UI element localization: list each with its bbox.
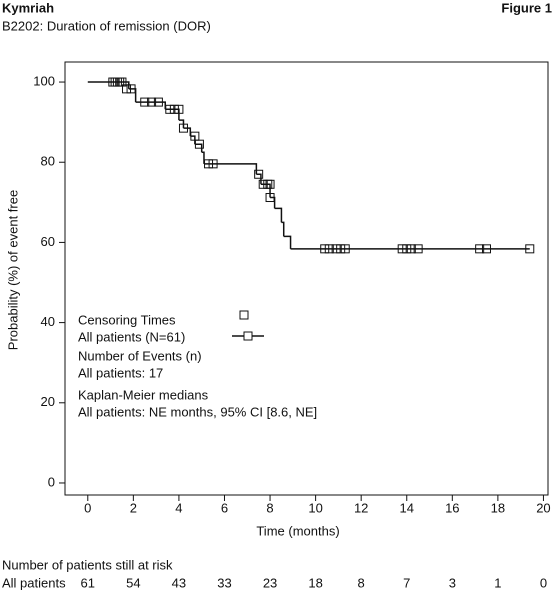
km-step: [203, 163, 258, 175]
censor-mark: [165, 104, 175, 114]
risk-value: 43: [172, 575, 186, 590]
x-axis-label: Time (months): [256, 523, 339, 538]
censor-mark: [340, 244, 350, 254]
censor-mark: [117, 77, 127, 87]
censor-mark: [402, 244, 412, 254]
km-step: [178, 119, 185, 129]
censor-mark: [194, 139, 204, 149]
x-tick-label: 8: [266, 500, 273, 515]
legend-censor-symbol: [239, 310, 249, 320]
x-tick-label: 14: [400, 500, 414, 515]
censor-mark: [178, 123, 188, 133]
km-step: [135, 101, 166, 110]
censor-mark: [122, 84, 132, 94]
annotation: All patients: 17: [78, 365, 163, 380]
x-tick-label: 12: [354, 500, 368, 515]
x-tick-label: 10: [308, 500, 322, 515]
risk-value: 18: [308, 575, 322, 590]
annotation: Number of Events (n): [78, 348, 202, 363]
censor-mark: [525, 244, 535, 254]
km-step: [183, 127, 192, 137]
censor-mark: [208, 159, 218, 169]
risk-value: 61: [81, 575, 95, 590]
y-tick-label: 40: [41, 314, 55, 329]
risk-value: 54: [126, 575, 140, 590]
risk-value: 8: [358, 575, 365, 590]
risk-value: 33: [217, 575, 231, 590]
censor-mark: [475, 244, 485, 254]
km-step: [260, 183, 271, 198]
censor-mark: [265, 179, 275, 189]
x-tick-label: 0: [84, 500, 91, 515]
y-axis-label: Probability (%) of event free: [5, 190, 20, 350]
km-step: [274, 207, 283, 223]
censor-mark: [331, 244, 341, 254]
risk-value: 1: [494, 575, 501, 590]
x-tick-label: 6: [221, 500, 228, 515]
censor-mark: [147, 97, 157, 107]
censor-mark: [126, 84, 136, 94]
censor-mark: [169, 104, 179, 114]
x-tick-label: 20: [536, 500, 550, 515]
risk-value: 0: [540, 575, 547, 590]
km-step: [256, 173, 262, 185]
y-tick-label: 20: [41, 394, 55, 409]
censor-mark: [153, 97, 163, 107]
header-title: Kymriah: [2, 0, 54, 15]
risk-value: 7: [403, 575, 410, 590]
km-step: [285, 235, 292, 249]
x-tick-label: 2: [130, 500, 137, 515]
censor-mark: [413, 244, 423, 254]
x-tick-label: 16: [445, 500, 459, 515]
censor-mark: [254, 169, 264, 179]
censor-mark: [320, 244, 330, 254]
censor-mark: [140, 97, 150, 107]
censor-mark: [258, 179, 268, 189]
km-step: [190, 135, 196, 145]
km-step: [128, 88, 137, 103]
risk-value: 23: [263, 575, 277, 590]
censor-mark: [204, 159, 214, 169]
y-tick-label: 80: [41, 154, 55, 169]
censor-mark: [174, 104, 184, 114]
legend-line-symbol: [243, 331, 253, 341]
km-step: [87, 81, 130, 89]
censor-mark: [265, 193, 275, 203]
censor-mark: [324, 244, 334, 254]
y-tick-label: 100: [33, 73, 55, 88]
legend-censor: Censoring Times: [78, 312, 176, 327]
annotation: Kaplan-Meier medians: [78, 387, 209, 402]
km-step: [194, 143, 203, 153]
legend-series: All patients (N=61): [78, 329, 185, 344]
x-tick-label: 4: [175, 500, 182, 515]
km-step: [281, 221, 285, 237]
censor-mark: [406, 244, 416, 254]
km-step: [270, 196, 276, 209]
risk-label: All patients: [2, 575, 66, 590]
censor-mark: [190, 131, 200, 141]
km-step: [201, 151, 205, 164]
header-subtitle: B2202: Duration of remission (DOR): [2, 18, 211, 33]
km-step: [165, 108, 180, 121]
censor-mark: [336, 244, 346, 254]
censor-mark: [481, 244, 491, 254]
y-tick-label: 60: [41, 234, 55, 249]
risk-title: Number of patients still at risk: [2, 557, 173, 572]
x-tick-label: 18: [491, 500, 505, 515]
risk-value: 3: [449, 575, 456, 590]
censor-mark: [397, 244, 407, 254]
annotation: All patients: NE months, 95% CI [8.6, NE…: [78, 404, 317, 419]
figure-label: Figure 1: [501, 0, 552, 15]
plot-frame: [64, 61, 549, 496]
y-tick-label: 0: [48, 474, 55, 489]
